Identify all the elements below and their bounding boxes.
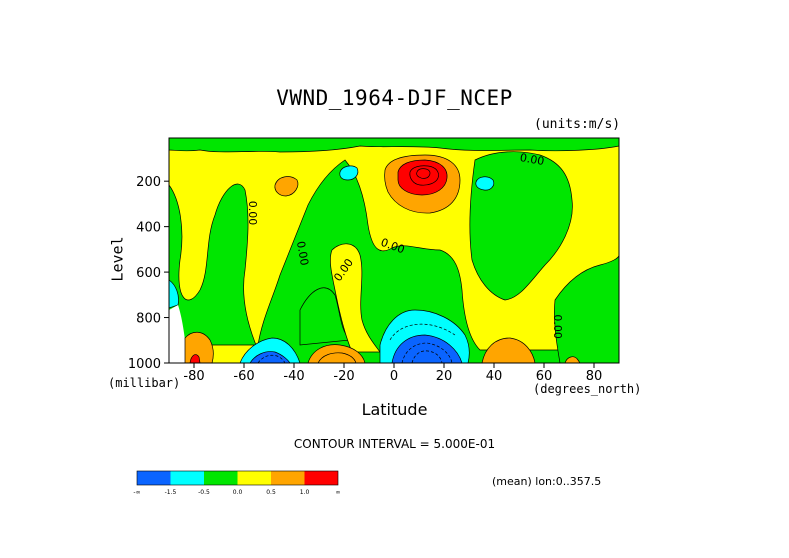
region-green-top xyxy=(169,138,619,153)
region-orange-south-surface xyxy=(307,344,366,363)
region-orange-far-south xyxy=(184,331,214,363)
legend-frame xyxy=(136,470,339,486)
contour-neg-dashed-2 xyxy=(411,350,443,363)
region-orange-polar xyxy=(564,356,581,363)
legend-swatch xyxy=(170,471,204,485)
color-legend: -∞ -1.5 -0.5 0.0 0.5 1.0 ∞ xyxy=(133,470,341,496)
contour-label: 0.00 xyxy=(551,314,564,339)
y-tick-label: 1000 xyxy=(128,357,161,372)
legend-swatch xyxy=(304,471,338,485)
legend-tick-label: -1.5 xyxy=(165,489,177,496)
region-green-left xyxy=(169,183,257,346)
legend-tick-label: -0.5 xyxy=(198,489,210,496)
region-green-farright xyxy=(554,254,619,363)
legend-tick-label: -∞ xyxy=(133,489,140,496)
x-tick-label: -60 xyxy=(233,369,254,384)
region-cyan-south xyxy=(239,337,301,363)
x-tick-label: 0 xyxy=(390,369,398,384)
y-axis-units: (millibar) xyxy=(108,376,181,390)
legend-swatch xyxy=(204,471,238,485)
units-label: (units:m/s) xyxy=(534,117,621,132)
region-red-surface xyxy=(189,354,201,363)
region-cyan-blob-right xyxy=(475,176,495,191)
x-tick-label: -80 xyxy=(183,369,204,384)
legend-tick-label: ∞ xyxy=(336,489,341,496)
region-blue-equator xyxy=(391,334,463,363)
legend-swatch xyxy=(271,471,305,485)
x-tick-label: 40 xyxy=(486,369,503,384)
legend-swatch xyxy=(137,471,171,485)
x-tick-label: 20 xyxy=(436,369,453,384)
x-tick-label: -20 xyxy=(333,369,354,384)
contour-field xyxy=(169,138,619,363)
region-green-right xyxy=(469,151,573,301)
y-axis-ticks: 200 400 600 800 1000 xyxy=(128,175,169,372)
contour-label: 0.00 xyxy=(519,151,545,168)
legend-swatch xyxy=(237,471,271,485)
contour-neg-dashed-1 xyxy=(401,342,453,363)
x-axis-ticks: -80 -60 -40 -20 0 20 40 60 80 xyxy=(183,363,602,384)
legend-tick-label: 0.5 xyxy=(266,489,276,496)
contour-label: 0.00 xyxy=(246,201,259,226)
legend-tick-label: 0.0 xyxy=(233,489,243,496)
region-missing xyxy=(169,305,188,363)
y-tick-label: 200 xyxy=(136,175,161,190)
x-axis-label: Latitude xyxy=(361,400,428,419)
x-tick-label: -40 xyxy=(283,369,304,384)
region-orange-small xyxy=(274,176,299,197)
x-tick-label: 60 xyxy=(536,369,553,384)
region-orange-north-surface xyxy=(481,337,536,363)
x-axis-units: (degrees_north) xyxy=(533,382,642,396)
contour-interval-label: CONTOUR INTERVAL = 5.000E-01 xyxy=(293,437,496,451)
contour-neg-dashed-4 xyxy=(389,323,456,341)
region-red-jet xyxy=(397,159,448,196)
y-tick-label: 400 xyxy=(136,221,161,236)
region-cyan-blob-upper xyxy=(339,165,359,181)
y-tick-label: 600 xyxy=(136,266,161,281)
contour-neg-dashed-3 xyxy=(257,354,286,363)
contour-label: 0.00 xyxy=(294,240,311,266)
contour-jet-inner-1 xyxy=(409,165,439,186)
chart-title: VWND_1964-DJF_NCEP xyxy=(276,86,513,110)
region-yellow-tongue xyxy=(330,243,381,353)
contour-jet-inner-2 xyxy=(416,168,431,179)
mean-longitude-label: (mean) lon:0..357.5 xyxy=(492,475,602,488)
x-tick-label: 80 xyxy=(586,369,603,384)
region-blue-south xyxy=(249,351,291,363)
contour-pos-surface xyxy=(317,352,357,363)
y-tick-label: 800 xyxy=(136,312,161,327)
legend-tick-label: 1.0 xyxy=(300,489,310,496)
